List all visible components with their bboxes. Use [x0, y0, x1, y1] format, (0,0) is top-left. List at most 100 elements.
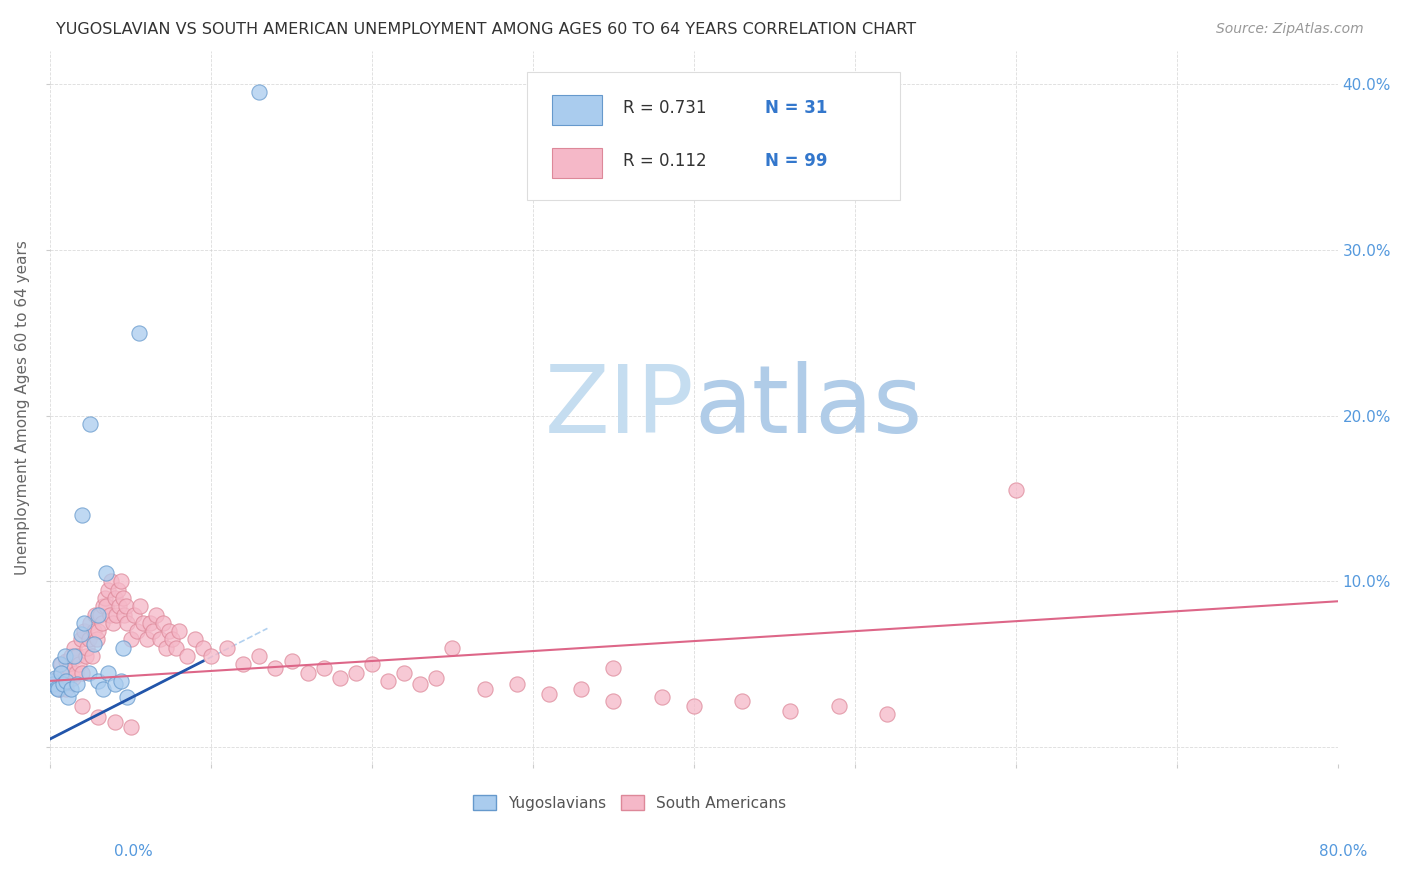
Point [111, 591, 134, 605]
Point [69, 627, 91, 641]
Point [96, 566, 118, 580]
Point [89, 607, 111, 622]
Point [60, 682, 83, 697]
Point [98, 607, 121, 622]
Point [129, 599, 152, 614]
Point [139, 615, 162, 630]
Text: 80.0%: 80.0% [1319, 845, 1367, 859]
Y-axis label: Unemployment Among Ages 60 to 64 years: Unemployment Among Ages 60 to 64 years [15, 240, 30, 574]
Point [155, 640, 177, 655]
Legend: Yugoslavians, South Americans: Yugoslavians, South Americans [467, 789, 793, 817]
Point [103, 677, 125, 691]
Point [297, 665, 319, 680]
Point [392, 665, 415, 680]
Point [120, 720, 142, 734]
Point [84, 607, 107, 622]
Point [44, 671, 66, 685]
Point [128, 326, 150, 340]
Point [602, 660, 624, 674]
Point [176, 648, 198, 663]
Point [105, 607, 128, 622]
Point [46, 671, 69, 685]
Point [247, 85, 270, 99]
Point [361, 657, 384, 672]
Point [60, 648, 83, 663]
Point [49, 657, 72, 672]
Point [97, 665, 120, 680]
Point [83, 637, 105, 651]
Text: R = 0.731: R = 0.731 [623, 99, 707, 117]
Point [45, 681, 67, 695]
Point [114, 599, 136, 614]
Text: N = 99: N = 99 [765, 153, 827, 170]
Point [474, 682, 496, 697]
Text: atlas: atlas [695, 361, 922, 453]
Text: R = 0.112: R = 0.112 [623, 153, 707, 170]
Point [1004, 483, 1026, 498]
Point [441, 640, 464, 655]
Point [145, 607, 167, 622]
Point [779, 704, 801, 718]
Point [344, 665, 367, 680]
Point [120, 632, 142, 647]
Point [217, 640, 239, 655]
Point [152, 615, 174, 630]
Point [165, 640, 187, 655]
Point [80, 648, 103, 663]
Point [125, 624, 148, 639]
Point [75, 648, 97, 663]
Point [111, 640, 134, 655]
Point [87, 624, 110, 639]
Point [122, 607, 145, 622]
Point [184, 632, 207, 647]
Point [42, 677, 65, 691]
Point [77, 632, 100, 647]
Point [409, 677, 432, 691]
Point [55, 677, 77, 691]
Text: ZIP: ZIP [544, 361, 695, 453]
Point [79, 615, 101, 630]
Point [425, 671, 447, 685]
Point [157, 624, 180, 639]
Point [53, 665, 76, 680]
Point [191, 640, 214, 655]
Point [58, 660, 80, 674]
Point [65, 665, 87, 680]
Point [52, 673, 75, 688]
Point [247, 648, 270, 663]
Text: N = 31: N = 31 [765, 99, 827, 117]
Point [132, 615, 155, 630]
Point [55, 654, 77, 668]
FancyBboxPatch shape [553, 148, 603, 178]
Point [46, 682, 69, 697]
Point [731, 694, 754, 708]
Point [602, 694, 624, 708]
Point [117, 615, 139, 630]
Text: Source: ZipAtlas.com: Source: ZipAtlas.com [1216, 22, 1364, 37]
Point [87, 673, 110, 688]
Point [91, 682, 114, 697]
Point [55, 682, 77, 697]
Point [167, 624, 190, 639]
Text: 0.0%: 0.0% [114, 845, 153, 859]
Point [100, 574, 122, 589]
Point [329, 671, 352, 685]
Point [110, 673, 132, 688]
Point [62, 671, 84, 685]
Point [83, 624, 105, 639]
Point [264, 660, 287, 674]
Point [69, 632, 91, 647]
Point [86, 632, 108, 647]
Point [651, 690, 673, 705]
FancyBboxPatch shape [526, 72, 900, 201]
Point [66, 677, 89, 691]
Point [51, 665, 73, 680]
Point [73, 615, 96, 630]
Point [87, 607, 110, 622]
Point [506, 677, 529, 691]
Point [117, 690, 139, 705]
Point [110, 574, 132, 589]
Point [73, 624, 96, 639]
Point [876, 707, 898, 722]
Point [538, 687, 561, 701]
